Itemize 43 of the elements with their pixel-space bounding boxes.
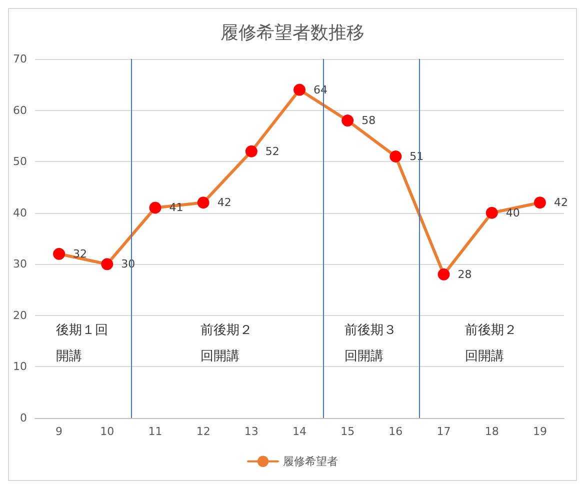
x-tick-label: 11 [148, 425, 162, 438]
point [486, 206, 498, 219]
y-tick-label: 30 [13, 258, 27, 271]
x-tick-label: 17 [436, 425, 451, 438]
y-tick-label: 60 [13, 104, 27, 117]
x-tick-label: 13 [244, 425, 258, 438]
x-tick-label: 9 [56, 425, 63, 438]
y-tick-label: 50 [13, 155, 27, 168]
annotation: 前後期２回開講 [464, 322, 517, 364]
point [342, 114, 354, 127]
x-tick-label: 19 [532, 425, 547, 438]
point [390, 150, 402, 162]
y-tick-label: 10 [13, 360, 27, 374]
x-tick-label: 10 [100, 425, 114, 438]
data-label: 52 [265, 144, 280, 158]
data-label: 32 [73, 247, 88, 260]
point [438, 268, 450, 280]
point [101, 258, 114, 270]
data-label: 40 [506, 206, 520, 220]
x-tick-label: 16 [388, 425, 403, 438]
point [197, 196, 210, 209]
data-label: 58 [362, 114, 376, 128]
point [245, 145, 258, 158]
data-label: 42 [554, 196, 568, 210]
annotation: 前後期２回開講 [200, 322, 252, 364]
x-tick-label: 15 [340, 425, 355, 438]
annotation: 前後期３回開講 [344, 322, 397, 364]
point [53, 248, 66, 260]
point [294, 84, 306, 96]
y-tick-label: 0 [20, 412, 27, 424]
x-tick-label: 14 [292, 425, 306, 438]
point [149, 202, 162, 214]
legend-label: 履修希望者 [283, 454, 338, 468]
y-tick-label: 70 [13, 52, 27, 66]
data-label: 42 [217, 196, 232, 210]
y-tick-label: 20 [13, 308, 27, 322]
point [534, 196, 546, 209]
y-tick-label: 40 [13, 206, 27, 220]
annotation: 後期１回開講 [56, 322, 108, 364]
x-tick-label: 12 [196, 425, 210, 438]
x-tick-label: 18 [484, 425, 499, 438]
data-label: 28 [458, 268, 472, 281]
chart-title: 履修希望者数推移 [220, 22, 364, 44]
